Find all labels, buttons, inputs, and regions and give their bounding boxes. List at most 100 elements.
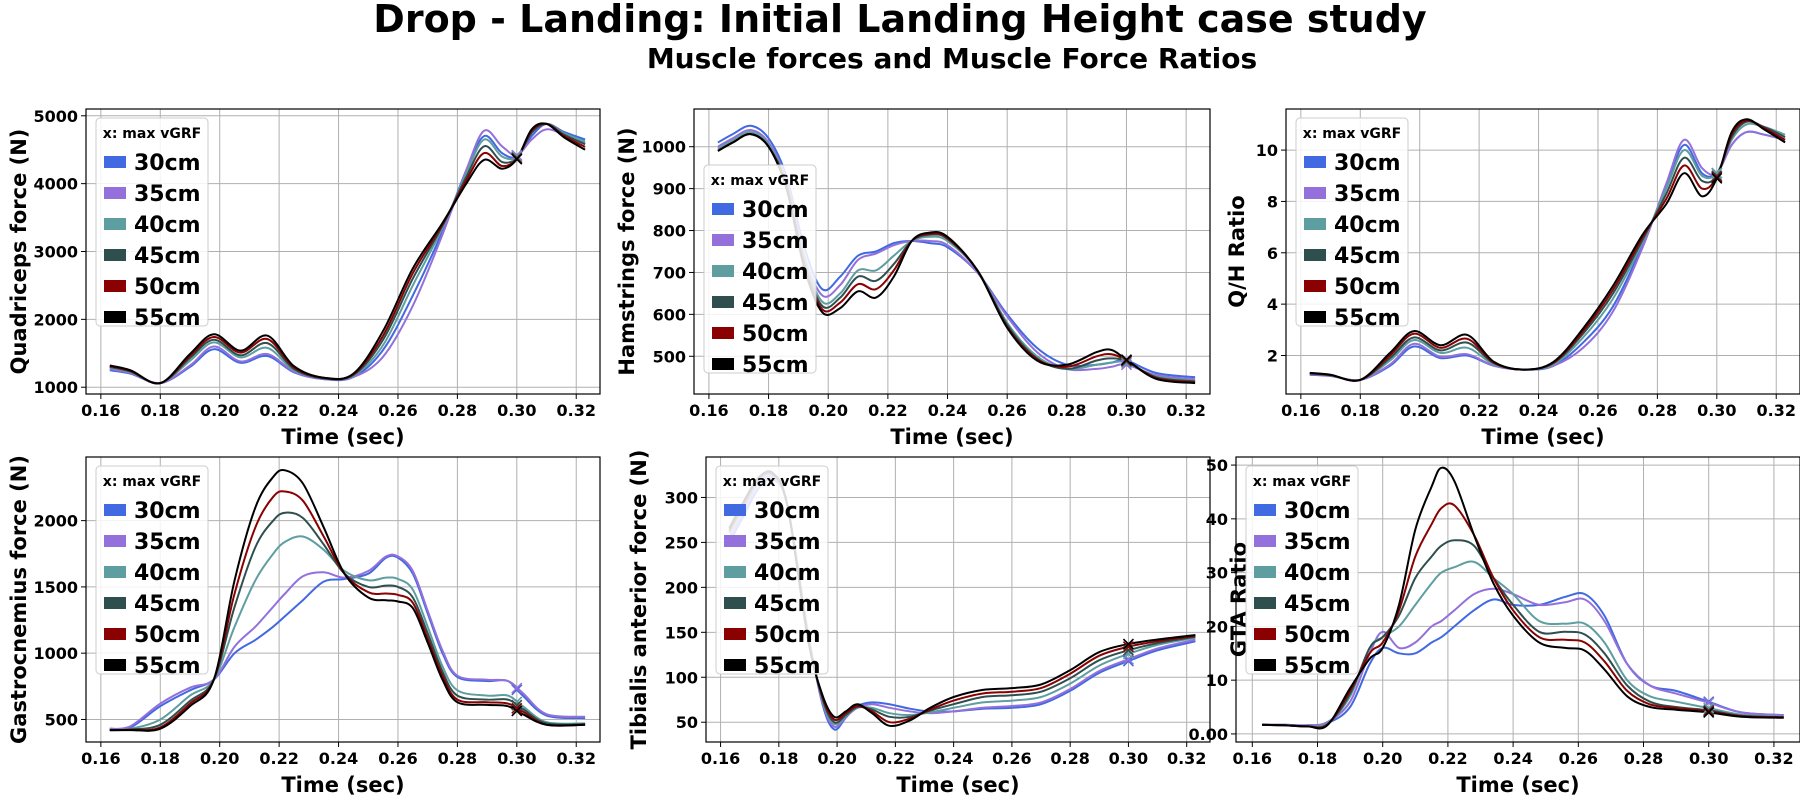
legend-swatch-30cm: [712, 203, 734, 215]
legend-swatch-35cm: [1254, 535, 1276, 547]
marker-50cm: [511, 702, 523, 714]
legend-swatch-45cm: [724, 597, 746, 609]
ticks: 0.16 0.18 0.20 0.22 0.24 0.26 0.28 0.30 0.32 500 1…: [33, 512, 596, 768]
axes-frame: [85, 456, 601, 743]
x-tick-label: 0.16: [689, 401, 728, 420]
marker-55cm: [1711, 172, 1723, 184]
legend: x: max vGRF 30cm 35cm 40cm 45cm 50cm 55cm: [1245, 465, 1359, 679]
x-tick-label: 0.26: [987, 401, 1026, 420]
x-tick-label: 0.16: [1233, 749, 1272, 768]
subplot-2: 0.16 0.18 0.20 0.22 0.24 0.26 0.28 0.30 0.32 500 6…: [615, 108, 1211, 449]
legend-swatch-50cm: [724, 628, 746, 640]
y-axis-label: Q/H Ratio: [1225, 195, 1249, 307]
legend-label-50cm: 50cm: [754, 623, 821, 648]
x-axis-label: Time (sec): [890, 425, 1013, 449]
legend-swatch-50cm: [712, 327, 734, 339]
legend-label-40cm: 40cm: [1284, 561, 1351, 586]
max-vgrf-markers: [511, 149, 523, 165]
series-line-40cm: [1262, 560, 1784, 728]
y-tick-label: 150: [665, 623, 698, 642]
marker-30cm: [511, 684, 523, 696]
x-tick-label: 0.16: [81, 749, 120, 768]
x-tick-label: 0.16: [701, 749, 740, 768]
x-tick-label: 0.28: [1624, 749, 1663, 768]
series-lines: [1262, 466, 1784, 730]
max-vgrf-markers: [1122, 638, 1134, 667]
marker-55cm: [1120, 354, 1133, 366]
x-tick-label: 0.30: [1689, 749, 1728, 768]
x-tick-label: 0.16: [81, 401, 120, 420]
x-tick-label: 0.26: [1559, 749, 1598, 768]
x-tick-label: 0.24: [928, 401, 967, 420]
axes-frame: [705, 456, 1211, 743]
legend-label-45cm: 45cm: [1334, 244, 1401, 269]
x-axis-label: Time (sec): [281, 425, 404, 449]
legend-swatch-55cm: [104, 659, 126, 671]
legend-swatch-50cm: [104, 280, 126, 292]
legend-label-35cm: 35cm: [742, 229, 809, 254]
legend-label-55cm: 55cm: [134, 654, 201, 679]
x-tick-label: 0.18: [759, 749, 798, 768]
y-axis-label: Hamstrings force (N): [615, 127, 639, 375]
x-axis-label: Time (sec): [896, 773, 1019, 797]
legend-label-40cm: 40cm: [134, 561, 201, 586]
y-tick-label: 800: [653, 222, 686, 241]
x-tick-label: 0.20: [817, 749, 856, 768]
marker-40cm: [1703, 702, 1715, 714]
series-line-35cm: [109, 128, 586, 385]
legend-label-40cm: 40cm: [754, 561, 821, 586]
legend-swatch-55cm: [1254, 659, 1276, 671]
marker-40cm: [1711, 167, 1723, 179]
legend-label-35cm: 35cm: [134, 182, 201, 207]
legend-swatch-55cm: [724, 659, 746, 671]
x-tick-label: 0.32: [556, 749, 595, 768]
series-line-55cm: [109, 468, 586, 732]
legend-label-50cm: 50cm: [134, 623, 201, 648]
y-tick-label: 1000: [641, 138, 686, 157]
y-tick-label: 2000: [33, 310, 78, 329]
legend-swatch-35cm: [1304, 187, 1326, 199]
series-lines: [1309, 118, 1786, 382]
legend: x: max vGRF 30cm 35cm 40cm 45cm 50cm 55cm: [715, 465, 829, 679]
legend-swatch-40cm: [712, 265, 734, 277]
ticks: 0.16 0.18 0.20 0.22 0.24 0.26 0.28 0.30 0.32 50 10…: [665, 488, 1207, 768]
y-tick-label: 40: [1206, 510, 1228, 529]
x-tick-label: 0.22: [868, 401, 907, 420]
legend-label-55cm: 55cm: [742, 353, 809, 378]
y-tick-label: 4: [1267, 295, 1278, 314]
series-line-35cm: [1309, 130, 1786, 382]
marker-35cm: [511, 149, 523, 161]
ticks: 0.16 0.18 0.20 0.22 0.24 0.26 0.28 0.30 0.32 0.00…: [1189, 456, 1794, 768]
legend-swatch-50cm: [1304, 280, 1326, 292]
y-tick-label: 50: [676, 713, 698, 732]
y-tick-label: 300: [665, 488, 698, 507]
y-tick-label: 20: [1206, 617, 1228, 636]
marker-35cm: [511, 682, 523, 694]
y-tick-label: 10: [1206, 671, 1228, 690]
x-tick-label: 0.24: [1493, 749, 1532, 768]
x-tick-label: 0.18: [749, 401, 788, 420]
legend-swatch-40cm: [104, 566, 126, 578]
legend-label-30cm: 30cm: [134, 499, 201, 524]
y-tick-label: 30: [1206, 564, 1228, 583]
legend-swatch-45cm: [104, 249, 126, 261]
x-axis-label: Time (sec): [281, 773, 404, 797]
y-tick-label: 900: [653, 180, 686, 199]
y-tick-label: 200: [665, 578, 698, 597]
x-tick-label: 0.20: [200, 401, 239, 420]
y-tick-label: 6: [1267, 244, 1278, 263]
x-tick-label: 0.32: [1756, 401, 1795, 420]
marker-40cm: [511, 150, 523, 163]
legend-label-40cm: 40cm: [134, 213, 201, 238]
legend: x: max vGRF 30cm 35cm 40cm 45cm 50cm 55cm: [95, 117, 209, 331]
legend-label-35cm: 35cm: [134, 530, 201, 555]
legend-box: [1295, 117, 1409, 327]
legend-swatch-30cm: [104, 156, 126, 168]
legend: x: max vGRF 30cm 35cm 40cm 45cm 50cm 55cm: [1295, 117, 1409, 331]
legend-title: x: max vGRF: [711, 173, 809, 189]
x-tick-label: 0.30: [1109, 749, 1148, 768]
x-tick-label: 0.28: [1050, 749, 1089, 768]
x-tick-label: 0.20: [1363, 749, 1402, 768]
y-tick-label: 2: [1267, 346, 1278, 365]
legend-swatch-35cm: [724, 535, 746, 547]
